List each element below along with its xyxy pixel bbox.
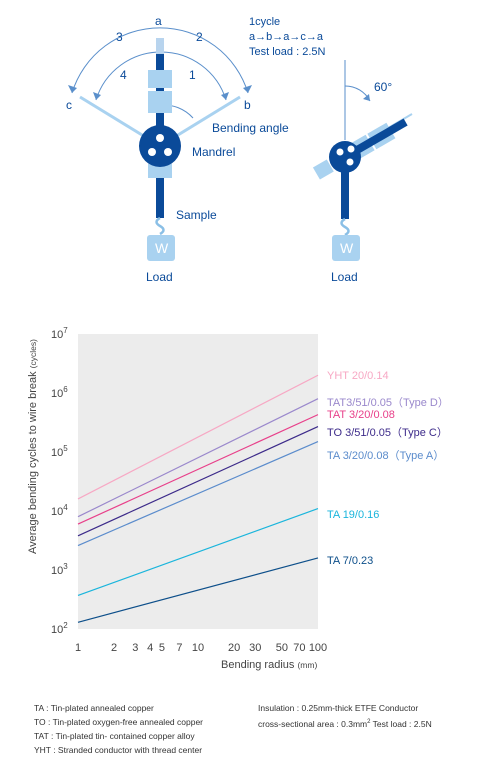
load-label-right: Load [331, 270, 358, 284]
cycle-title: 1cycle [249, 16, 281, 28]
series-label-yht: YHT 20/0.14 [327, 370, 389, 382]
y-axis-unit: (cycles) [28, 339, 38, 369]
note-to: TO : Tin-plated oxygen-free annealed cop… [34, 717, 204, 727]
x-tick-label: 50 [276, 642, 288, 654]
x-tick-label: 100 [309, 642, 327, 654]
x-tick-label: 20 [228, 642, 240, 654]
test-load-label: Test load : 2.5N [249, 46, 326, 58]
y-tick-label: 107 [51, 326, 68, 341]
inner-arrowhead-left [93, 92, 101, 100]
arc-number-1: 1 [189, 68, 196, 82]
series-line-0 [77, 374, 319, 500]
y-axis-ticks: 102 103 104 105 106 107 [51, 326, 68, 636]
x-tick-label: 70 [293, 642, 305, 654]
series-label-ta-7: TA 7/0.23 [327, 555, 374, 567]
arc-number-3: 3 [116, 30, 123, 44]
y-axis-title: Average bending cycles to wire break (cy… [27, 339, 39, 554]
note-insulation: Insulation : 0.25mm-thick ETFE Conductor [258, 703, 419, 713]
chuck-upper-1 [148, 70, 172, 88]
inner-arrowhead-right [221, 92, 229, 100]
series-line-6 [77, 557, 319, 623]
note-cross-section: cross-sectional area : 0.3mm2 Test load … [258, 716, 432, 731]
load-label-left: Load [146, 270, 173, 284]
series-label-ta-type-a: TA 3/20/0.08（Type A） [327, 450, 445, 462]
x-axis-title: Bending radius (mm) [221, 659, 317, 671]
position-b-label: b [244, 98, 251, 112]
series-lines [77, 374, 319, 623]
mandrel-body [139, 125, 181, 167]
arc-arrowhead-right [243, 85, 252, 93]
note-area-prefix: cross-sectional area : 0.3mm [258, 718, 368, 729]
y-tick-label: 102 [51, 621, 68, 636]
x-tick-label: 4 [147, 642, 153, 654]
note-tat: TAT : Tin-plated tin- contained copper a… [34, 731, 195, 741]
mandrel-pin-right [164, 148, 172, 156]
bending-cycles-chart: 102 103 104 105 106 107 1 2 3 4 5 7 10 20 30 50 70 100 [51, 326, 327, 654]
weight-right [332, 235, 360, 261]
weight-left-letter: W [155, 240, 169, 256]
note-area-suffix: Test load : 2.5N [370, 718, 432, 729]
position-a-label: a [155, 14, 162, 28]
note-ta: TA : Tin-plated annealed copper [34, 703, 154, 713]
y-axis-label: Average bending cycles to wire break [27, 371, 39, 554]
note-area-sup: 2 [367, 719, 371, 725]
x-axis-ticks: 1 2 3 4 5 7 10 20 30 50 70 100 [75, 642, 327, 654]
hook-right [340, 217, 350, 237]
angle-arrowhead [363, 94, 370, 101]
chuck-upper-2 [148, 91, 172, 113]
hook-left [155, 216, 165, 236]
sample-label: Sample [176, 208, 217, 222]
x-axis-label: Bending radius [221, 659, 295, 671]
arc-number-4: 4 [120, 68, 127, 82]
y-tick-label: 105 [51, 444, 68, 459]
mandrel-right-pin-2 [346, 158, 354, 166]
angle-label: 60° [374, 80, 393, 94]
x-tick-label: 3 [132, 642, 138, 654]
x-tick-label: 30 [249, 642, 261, 654]
x-tick-label: 2 [111, 642, 117, 654]
x-tick-label: 10 [192, 642, 204, 654]
series-line-2 [77, 414, 319, 525]
mandrel-right-pin-3 [347, 145, 355, 153]
series-line-3 [77, 426, 319, 537]
series-line-1 [77, 398, 319, 518]
bending-test-diagram [68, 27, 413, 261]
x-axis-unit: (mm) [297, 660, 318, 670]
cycle-sequence: a→b→a→c→a [249, 31, 323, 43]
series-label-to-type-c: TO 3/51/0.05（Type C） [327, 427, 448, 439]
series-label-tat: TAT 3/20/0.08 [327, 409, 395, 421]
mandrel-right-pin-1 [336, 148, 344, 156]
position-c-label: c [66, 98, 72, 112]
wire-tip [156, 38, 164, 54]
outer-arc [71, 27, 249, 94]
note-yht: YHT : Stranded conductor with thread cen… [34, 745, 203, 755]
arc-number-2: 2 [196, 30, 203, 44]
bending-angle-label: Bending angle [212, 121, 289, 135]
y-tick-label: 103 [51, 562, 68, 577]
series-label-ta-19: TA 19/0.16 [327, 509, 380, 521]
y-tick-label: 104 [51, 503, 68, 518]
series-label-tat-type-d: TAT3/51/0.05（Type D） [327, 397, 449, 409]
series-line-4 [77, 441, 319, 547]
arc-arrowhead-left [68, 85, 77, 93]
weight-right-letter: W [340, 240, 354, 256]
y-tick-label: 106 [51, 385, 68, 400]
series-line-5 [77, 507, 319, 597]
x-tick-label: 7 [176, 642, 182, 654]
hanging-wire [341, 157, 349, 219]
chuck-tilted-3 [312, 159, 334, 180]
x-tick-label: 1 [75, 642, 81, 654]
mandrel-label: Mandrel [192, 145, 236, 159]
chuck-lower [148, 164, 172, 178]
weight-left [147, 235, 175, 261]
mandrel-pin-left [148, 148, 156, 156]
mandrel-pin-top [156, 134, 164, 142]
x-tick-label: 5 [159, 642, 165, 654]
